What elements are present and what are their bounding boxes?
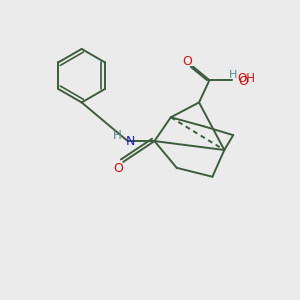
Text: O: O xyxy=(238,75,248,88)
Text: N: N xyxy=(126,135,135,148)
Text: H: H xyxy=(113,129,122,142)
Text: OH: OH xyxy=(237,72,255,85)
Text: O: O xyxy=(182,55,192,68)
Text: H: H xyxy=(229,70,237,80)
Text: O: O xyxy=(113,162,123,175)
